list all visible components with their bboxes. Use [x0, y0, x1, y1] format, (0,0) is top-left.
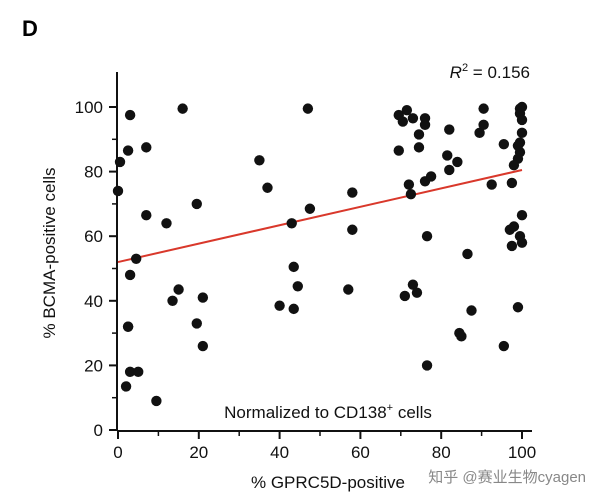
regression-line-group [117, 169, 523, 264]
data-point [274, 300, 285, 311]
data-point [288, 303, 299, 315]
y-tick-label: 20 [84, 356, 103, 375]
data-point [516, 210, 528, 221]
data-point [425, 171, 437, 182]
y-axis-title: % BCMA-positive cells [40, 168, 59, 339]
data-point [411, 287, 423, 298]
data-point [512, 302, 524, 313]
data-point [254, 155, 265, 166]
data-point [288, 261, 299, 273]
x-tick-label: 20 [189, 443, 208, 462]
data-point [462, 248, 473, 260]
data-point [114, 156, 126, 168]
watermark: 知乎 @赛业生物cyagen [428, 469, 586, 486]
data-point [292, 281, 303, 292]
data-point [512, 140, 524, 151]
y-tick-label: 0 [94, 421, 103, 440]
data-point [304, 203, 316, 214]
data-point [167, 295, 178, 306]
data-point [191, 198, 202, 210]
data-point [478, 103, 489, 114]
data-point [516, 127, 528, 139]
data-point [413, 142, 425, 153]
data-point [141, 142, 152, 153]
r-squared-label: R2 = 0.156 [450, 62, 530, 82]
data-point [407, 279, 419, 290]
data-point [452, 156, 463, 168]
data-point [122, 145, 134, 156]
data-point [130, 253, 142, 265]
data-point [124, 269, 136, 281]
data-point [343, 284, 354, 295]
normalization-annotation: Normalized to CD138+ cells [224, 402, 432, 422]
y-tick-label: 60 [84, 227, 103, 246]
data-point [508, 221, 520, 232]
data-point [393, 145, 404, 156]
data-point [474, 127, 485, 139]
data-point [302, 103, 314, 114]
data-point [191, 318, 202, 329]
panel-label: D [22, 16, 38, 41]
data-point [413, 129, 425, 140]
data-point [151, 395, 162, 407]
x-tick-label: 0 [113, 443, 122, 462]
data-point [506, 177, 518, 189]
data-point [498, 138, 510, 150]
data-point [454, 327, 465, 339]
data-point [516, 114, 528, 126]
data-point [419, 113, 431, 124]
data-point [508, 159, 520, 171]
data-point [442, 150, 453, 161]
data-point [506, 240, 518, 252]
data-point [124, 366, 136, 378]
data-point [478, 119, 489, 130]
data-point [498, 340, 510, 352]
data-point [141, 210, 152, 221]
data-point [401, 105, 413, 116]
data-point [197, 340, 209, 352]
data-point [122, 321, 134, 332]
data-point [407, 113, 419, 124]
data-point [133, 366, 144, 378]
y-tick-label: 40 [84, 292, 103, 311]
axes [109, 72, 532, 439]
data-point [421, 360, 433, 371]
data-point [399, 290, 411, 302]
data-point [405, 189, 417, 200]
data-point [286, 218, 297, 229]
data-point [486, 179, 497, 190]
data-point [124, 109, 136, 121]
data-point [173, 284, 184, 295]
data-point [466, 305, 477, 316]
data-point [397, 116, 409, 127]
data-point [403, 179, 415, 190]
x-tick-label: 80 [432, 443, 451, 462]
data-point [197, 292, 209, 303]
data-point [347, 187, 358, 198]
data-point [421, 231, 433, 242]
x-tick-label: 40 [270, 443, 289, 462]
y-tick-label: 80 [84, 163, 103, 182]
regression-line [117, 169, 523, 264]
data-point [112, 185, 124, 197]
y-tick-label: 100 [75, 98, 103, 117]
data-point [161, 218, 172, 229]
data-point [444, 164, 455, 176]
data-point [444, 124, 455, 135]
data-point [516, 237, 528, 248]
x-tick-label: 100 [508, 443, 536, 462]
tick-labels: 0 20 40 60 80 100 0 20 40 60 80 100 [75, 98, 537, 462]
x-axis-title: % GPRC5D-positive [251, 473, 405, 492]
data-points [112, 101, 528, 407]
data-point [347, 224, 358, 235]
data-point [262, 182, 273, 193]
data-point [120, 381, 132, 392]
x-tick-label: 60 [351, 443, 370, 462]
data-point [177, 103, 188, 114]
